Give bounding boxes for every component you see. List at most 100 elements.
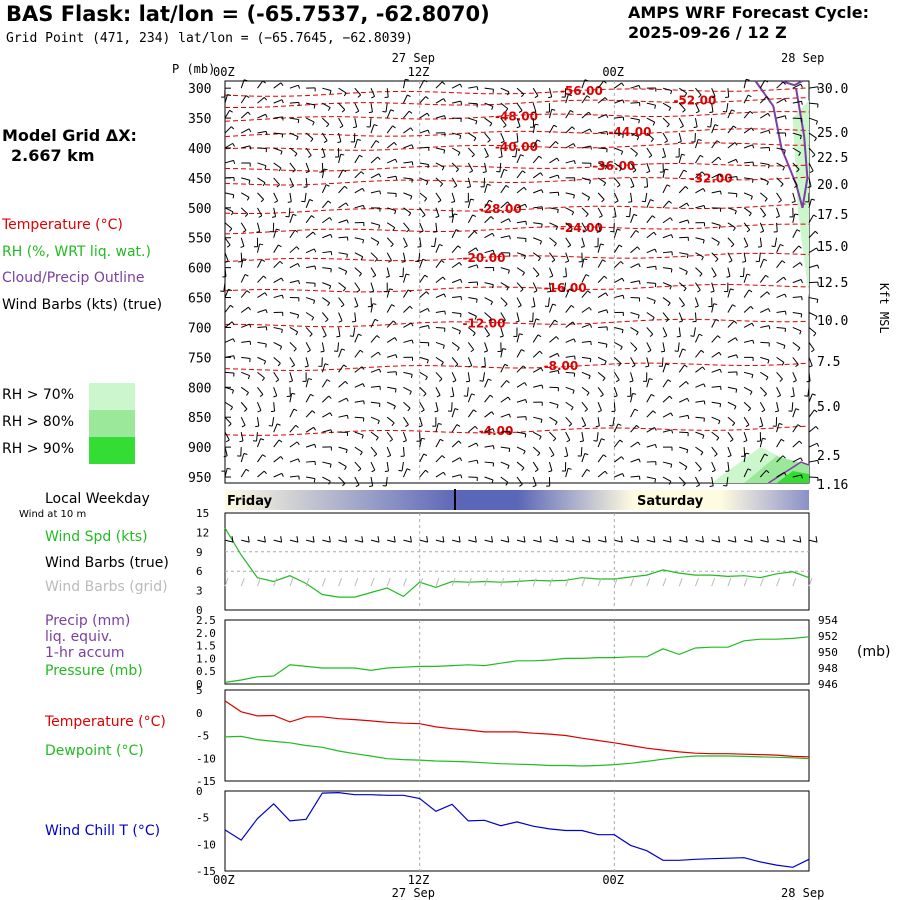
wind-barb xyxy=(289,229,296,239)
wind-barb-flag xyxy=(276,184,280,188)
wind-barb xyxy=(630,372,634,382)
grid-wind-barb xyxy=(597,578,602,587)
wind-barb xyxy=(597,275,605,283)
wind-barb xyxy=(532,282,538,291)
wind-barb xyxy=(289,192,292,202)
wind-barb xyxy=(694,102,700,112)
wind-barb-flag xyxy=(603,182,607,187)
wind-barb xyxy=(630,441,639,448)
wind-barb xyxy=(565,207,574,213)
wind-barb xyxy=(321,395,330,403)
wind-barb xyxy=(776,115,786,119)
wind-barb-flag xyxy=(455,168,459,173)
wind-barb xyxy=(711,319,717,328)
wind-barb xyxy=(630,280,640,284)
wind-barb xyxy=(565,338,575,343)
wind-barb-flag xyxy=(426,359,429,364)
wind-barb xyxy=(646,327,654,335)
wind-barb-flag xyxy=(390,109,395,112)
wind-barb xyxy=(549,191,559,194)
wind-barb-flag xyxy=(276,423,281,426)
wind-barb xyxy=(678,297,685,306)
wind-barb xyxy=(402,447,405,457)
grid-wind-barb xyxy=(419,578,424,587)
wind-barb xyxy=(532,461,539,470)
series-line xyxy=(224,735,810,767)
wind-barb xyxy=(694,334,700,343)
wind-barb xyxy=(257,97,265,104)
wind-barb xyxy=(289,280,299,284)
wind-barb xyxy=(321,132,328,141)
wind-barb xyxy=(484,162,487,172)
pressure-y-tick: 948 xyxy=(818,662,838,675)
wind-barb-flag xyxy=(523,255,526,260)
wind-barb xyxy=(224,252,229,262)
wind-barb xyxy=(613,244,620,253)
wind-barb xyxy=(338,446,348,451)
wind-barb xyxy=(613,439,621,448)
wind-barb xyxy=(467,230,475,239)
wind-barb xyxy=(727,337,736,343)
wind-barb xyxy=(646,297,656,302)
wind-barb-flag xyxy=(698,333,703,337)
wind-barb-flag xyxy=(490,216,494,220)
surface-wind-barb xyxy=(679,539,688,543)
wind-barb-flag xyxy=(637,314,640,319)
panel-y-tick: -15 xyxy=(196,865,216,878)
cloud-outline xyxy=(781,80,803,87)
wind-barb-flag xyxy=(337,141,342,144)
wind-barb-flag xyxy=(622,295,625,299)
wind-barb xyxy=(759,438,763,448)
wind-barb xyxy=(630,312,640,316)
wind-barb-flag xyxy=(548,470,553,473)
wind-barb xyxy=(387,386,397,390)
wind-barb xyxy=(662,412,672,418)
wind-barb-flag xyxy=(671,429,674,434)
wind-barb xyxy=(679,414,689,418)
wind-barb xyxy=(792,440,800,448)
wind-barb-flag xyxy=(422,258,427,261)
wind-barb xyxy=(792,83,802,89)
wind-barb-flag xyxy=(601,438,605,441)
wind-barb xyxy=(484,461,494,464)
wind-barb xyxy=(792,147,801,154)
weekday-saturday: Saturday xyxy=(637,494,704,509)
wind-barb xyxy=(695,171,703,179)
wind-barb xyxy=(338,364,345,373)
wind-barb xyxy=(565,126,573,134)
wind-barb-flag xyxy=(777,394,781,398)
wind-barb-flag xyxy=(246,290,251,294)
wind-barb xyxy=(808,297,818,300)
wind-barb xyxy=(581,258,585,268)
wind-barb-flag xyxy=(417,246,422,248)
wind-barb xyxy=(549,222,558,227)
grid-wind-barb xyxy=(321,578,326,587)
wind-barb xyxy=(581,432,584,442)
wind-barb xyxy=(679,397,688,403)
wind-barb xyxy=(484,184,488,194)
wind-barb xyxy=(759,401,766,411)
panel-y-tick: -15 xyxy=(196,775,216,788)
wind-barb-flag xyxy=(783,276,787,281)
wind-barb xyxy=(597,356,607,362)
grid-wind-barb xyxy=(240,578,245,587)
wind-barb-flag xyxy=(784,115,787,120)
wind-barb-flag xyxy=(746,229,751,233)
wind-barb-flag xyxy=(355,484,360,488)
wind-barb xyxy=(500,185,507,194)
wind-barb xyxy=(435,177,443,185)
wind-barb-flag xyxy=(684,364,688,368)
grid-wind-barb xyxy=(548,578,553,587)
wind-barb-flag xyxy=(700,349,705,353)
wind-barb-flag xyxy=(507,91,510,96)
bottom-time-tick: 12Z xyxy=(408,873,430,887)
wind-barb xyxy=(743,447,746,457)
wind-barb xyxy=(484,216,492,224)
wind-barb xyxy=(677,342,680,352)
wind-barb xyxy=(257,80,264,89)
panel-y-tick: 0 xyxy=(196,604,203,617)
wind-barb-flag xyxy=(600,394,604,398)
wind-barb-flag xyxy=(346,415,349,419)
wind-barb xyxy=(435,341,445,346)
wind-barb xyxy=(565,94,569,104)
